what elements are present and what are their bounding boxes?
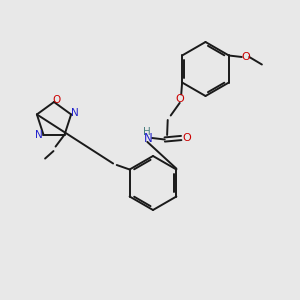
Text: O: O — [52, 94, 61, 105]
Text: H: H — [143, 127, 151, 137]
Text: O: O — [241, 52, 250, 62]
Text: N: N — [144, 131, 153, 145]
Text: N: N — [71, 108, 79, 118]
Text: N: N — [35, 130, 43, 140]
Text: O: O — [175, 94, 184, 104]
Text: O: O — [183, 133, 192, 143]
